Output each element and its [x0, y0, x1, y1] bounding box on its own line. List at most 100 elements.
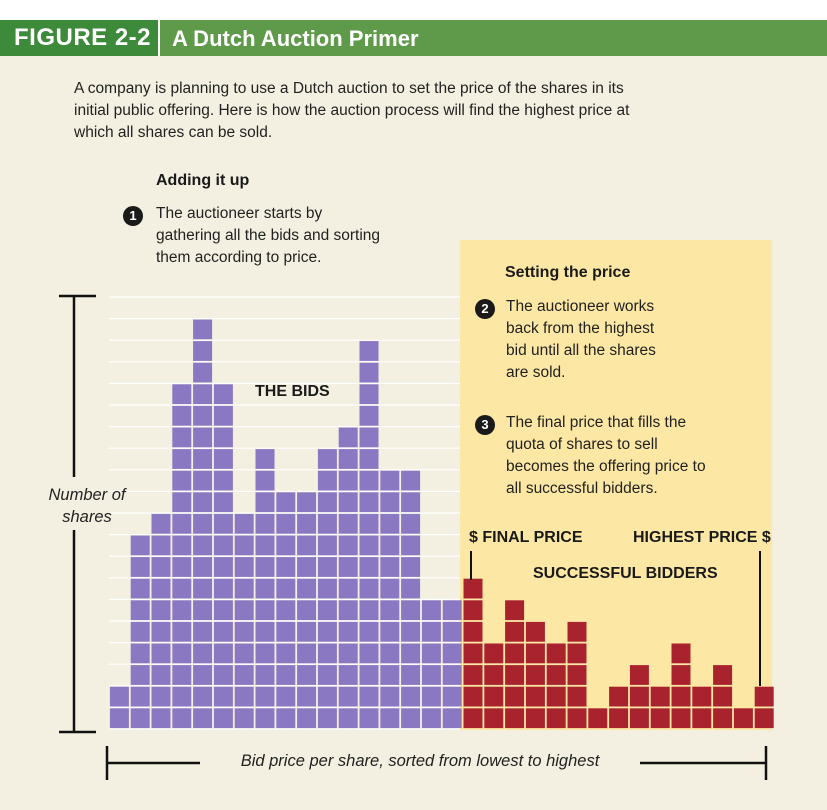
successful-bid-block — [484, 643, 504, 664]
bid-block — [213, 708, 233, 729]
successful-bid-block — [463, 621, 483, 642]
successful-bid-block — [546, 643, 566, 664]
bid-block — [380, 643, 400, 664]
bid-block — [213, 557, 233, 577]
bid-block — [317, 578, 337, 599]
bid-block — [317, 557, 337, 577]
bid-block — [276, 665, 296, 685]
bid-block — [151, 535, 171, 556]
step-1-badge: 1 — [123, 206, 143, 226]
successful-bid-block — [525, 665, 545, 685]
bid-block — [255, 578, 275, 599]
bid-block — [380, 492, 400, 513]
step-1-text: The auctioneer starts by gathering all t… — [156, 205, 381, 266]
bid-block — [359, 578, 379, 599]
title-bar: A Dutch Auction Primer — [160, 20, 827, 56]
bid-block — [359, 665, 379, 685]
bid-block — [172, 621, 192, 642]
successful-bid-block — [463, 643, 483, 664]
bid-block — [172, 643, 192, 664]
successful-bid-block — [650, 708, 670, 729]
bid-block — [359, 708, 379, 729]
bid-block — [380, 470, 400, 491]
chart-bars — [109, 319, 774, 729]
successful-bid-block — [629, 665, 649, 685]
successful-bid-block — [484, 665, 504, 685]
bid-block — [276, 643, 296, 664]
bid-block — [401, 557, 421, 577]
bid-block — [380, 600, 400, 621]
successful-bid-block — [713, 708, 733, 729]
bid-block — [421, 708, 441, 729]
bid-block — [380, 513, 400, 534]
bid-block — [276, 686, 296, 707]
bid-block — [380, 686, 400, 707]
bid-block — [276, 578, 296, 599]
bid-block — [421, 686, 441, 707]
bid-block — [234, 578, 254, 599]
bid-block — [151, 665, 171, 685]
bid-block — [172, 557, 192, 577]
bid-block — [172, 427, 192, 448]
bid-block — [213, 643, 233, 664]
bid-block — [193, 405, 213, 426]
successful-bid-block — [505, 600, 525, 621]
bid-block — [130, 643, 150, 664]
successful-bidders-label: SUCCESSFUL BIDDERS — [533, 565, 718, 582]
figure-header: FIGURE 2-2 A Dutch Auction Primer — [0, 0, 827, 56]
bid-block — [193, 513, 213, 534]
bid-block — [213, 686, 233, 707]
y-axis-label: Number of shares — [48, 486, 126, 526]
bid-block — [338, 449, 358, 469]
bid-block — [213, 621, 233, 642]
bid-block — [130, 686, 150, 707]
successful-bid-block — [525, 686, 545, 707]
bid-block — [338, 600, 358, 621]
bid-block — [380, 535, 400, 556]
bid-block — [401, 621, 421, 642]
bid-block — [172, 708, 192, 729]
bid-block — [172, 405, 192, 426]
successful-bid-block — [671, 665, 691, 685]
successful-bid-block — [567, 665, 587, 685]
bid-block — [151, 578, 171, 599]
successful-bid-block — [546, 708, 566, 729]
bid-block — [380, 557, 400, 577]
bid-block — [401, 665, 421, 685]
bid-block — [213, 578, 233, 599]
bid-block — [234, 557, 254, 577]
bid-block — [359, 513, 379, 534]
bid-block — [359, 686, 379, 707]
bid-block — [130, 557, 150, 577]
successful-bid-block — [567, 686, 587, 707]
successful-bid-block — [609, 708, 629, 729]
bid-block — [172, 513, 192, 534]
successful-bid-block — [505, 686, 525, 707]
bid-block — [193, 384, 213, 405]
successful-bid-block — [629, 686, 649, 707]
bid-block — [130, 621, 150, 642]
bid-block — [109, 686, 129, 707]
successful-bid-block — [505, 643, 525, 664]
bid-block — [234, 513, 254, 534]
bid-block — [151, 621, 171, 642]
bid-block — [317, 492, 337, 513]
bid-block — [255, 535, 275, 556]
bid-block — [401, 578, 421, 599]
intro-text: A company is planning to use a Dutch auc… — [74, 80, 630, 141]
bid-block — [172, 578, 192, 599]
bid-block — [317, 665, 337, 685]
bid-block — [359, 535, 379, 556]
chart-gridlines — [109, 296, 460, 730]
bid-block — [234, 535, 254, 556]
bid-block — [213, 600, 233, 621]
bid-block — [193, 600, 213, 621]
successful-bid-block — [671, 686, 691, 707]
bid-block — [193, 319, 213, 340]
successful-bid-block — [463, 686, 483, 707]
bid-block — [255, 492, 275, 513]
bid-block — [317, 449, 337, 469]
bid-block — [338, 643, 358, 664]
bid-block — [401, 513, 421, 534]
